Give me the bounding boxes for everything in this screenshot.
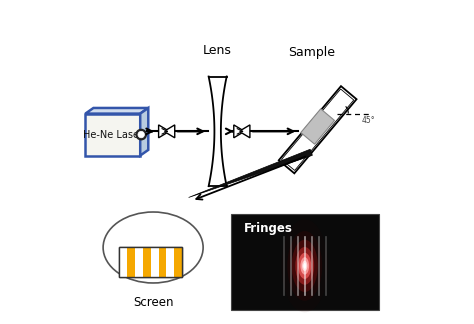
Polygon shape [234, 125, 250, 138]
Ellipse shape [282, 219, 328, 312]
FancyBboxPatch shape [174, 248, 182, 276]
FancyBboxPatch shape [143, 248, 151, 276]
Text: He-Ne Laser: He-Ne Laser [83, 130, 143, 140]
FancyBboxPatch shape [85, 114, 140, 156]
Polygon shape [159, 125, 175, 138]
Polygon shape [279, 86, 356, 173]
FancyBboxPatch shape [119, 248, 127, 276]
Text: Screen: Screen [133, 296, 173, 309]
FancyBboxPatch shape [127, 248, 135, 276]
FancyBboxPatch shape [135, 248, 143, 276]
Ellipse shape [301, 257, 309, 275]
Ellipse shape [287, 231, 322, 301]
FancyBboxPatch shape [119, 248, 182, 276]
FancyBboxPatch shape [166, 248, 174, 276]
FancyBboxPatch shape [230, 214, 379, 310]
Ellipse shape [292, 240, 318, 292]
Polygon shape [209, 76, 227, 186]
Ellipse shape [302, 260, 307, 271]
FancyBboxPatch shape [159, 248, 166, 276]
Polygon shape [301, 109, 335, 144]
FancyBboxPatch shape [151, 248, 159, 276]
Text: Lens: Lens [203, 44, 232, 57]
Ellipse shape [103, 212, 203, 283]
Text: Fringes: Fringes [244, 222, 292, 235]
Ellipse shape [295, 247, 314, 285]
Polygon shape [140, 108, 148, 156]
Text: 45°: 45° [361, 116, 375, 125]
Circle shape [138, 131, 145, 138]
Ellipse shape [298, 253, 311, 279]
Circle shape [136, 129, 146, 140]
Polygon shape [282, 89, 354, 170]
Polygon shape [189, 149, 312, 198]
Polygon shape [85, 108, 148, 114]
Text: Sample: Sample [288, 46, 335, 59]
Ellipse shape [303, 263, 306, 269]
